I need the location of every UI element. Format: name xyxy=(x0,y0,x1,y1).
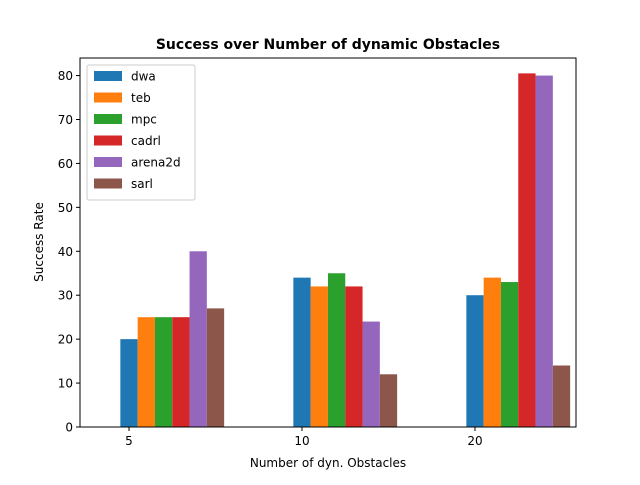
bar-mpc-10 xyxy=(327,273,346,427)
y-tick-label-20: 20 xyxy=(58,333,73,347)
legend-swatch-sarl xyxy=(94,178,122,189)
legend-swatch-mpc xyxy=(94,114,122,124)
bar-cadrl-5 xyxy=(172,317,190,427)
legend: dwa teb mpc cadrl arena2d sarl xyxy=(86,64,196,201)
bar-cadrl-10 xyxy=(345,286,363,427)
bar-arena2d-20 xyxy=(535,75,553,427)
bar-arena2d-5 xyxy=(189,251,207,427)
y-tick-label-40: 40 xyxy=(58,245,73,259)
bar-teb-20 xyxy=(483,277,501,427)
legend-label-cadrl: cadrl xyxy=(131,134,161,148)
bar-dwa-20 xyxy=(466,295,484,427)
legend-label-sarl: sarl xyxy=(131,177,153,191)
y-tick-label-60: 60 xyxy=(58,157,73,171)
legend-label-mpc: mpc xyxy=(131,113,157,127)
x-axis-label: Number of dyn. Obstacles xyxy=(250,456,406,470)
legend-swatch-cadrl xyxy=(94,135,122,146)
bar-mpc-20 xyxy=(500,282,519,427)
bar-sarl-5 xyxy=(206,308,225,427)
bar-sarl-20 xyxy=(552,365,571,427)
x-tick-label-5: 5 xyxy=(125,434,133,448)
legend-label-arena2d: arena2d xyxy=(131,156,181,170)
y-tick-label-80: 80 xyxy=(58,69,73,83)
y-tick-label-30: 30 xyxy=(58,289,73,303)
bar-dwa-5 xyxy=(120,339,138,427)
bar-mpc-5 xyxy=(154,317,173,427)
y-tick-label-70: 70 xyxy=(58,113,73,127)
bar-arena2d-10 xyxy=(362,321,380,427)
legend-label-dwa: dwa xyxy=(131,70,156,84)
bars-layer xyxy=(120,73,571,428)
legend-swatch-dwa xyxy=(94,71,122,81)
legend-label-teb: teb xyxy=(131,91,151,105)
y-tick-label-50: 50 xyxy=(58,201,73,215)
y-axis-label: Success Rate xyxy=(32,202,46,282)
y-axis: 0 10 20 30 40 50 60 70 80 xyxy=(58,69,80,435)
legend-swatch-arena2d xyxy=(94,157,122,167)
bar-sarl-10 xyxy=(379,374,398,427)
x-tick-label-10: 10 xyxy=(294,434,309,448)
bar-dwa-10 xyxy=(293,277,311,427)
bar-teb-5 xyxy=(137,317,155,427)
y-tick-label-10: 10 xyxy=(58,377,73,391)
x-tick-label-20: 20 xyxy=(467,434,482,448)
legend-swatch-teb xyxy=(94,92,122,103)
plot-frame xyxy=(79,57,577,428)
bar-cadrl-20 xyxy=(518,73,536,428)
y-tick-label-0: 0 xyxy=(65,421,73,435)
bar-teb-10 xyxy=(310,286,328,427)
chart-title: Success over Number of dynamic Obstacles xyxy=(156,37,500,53)
x-axis: 5 10 20 xyxy=(125,427,483,448)
